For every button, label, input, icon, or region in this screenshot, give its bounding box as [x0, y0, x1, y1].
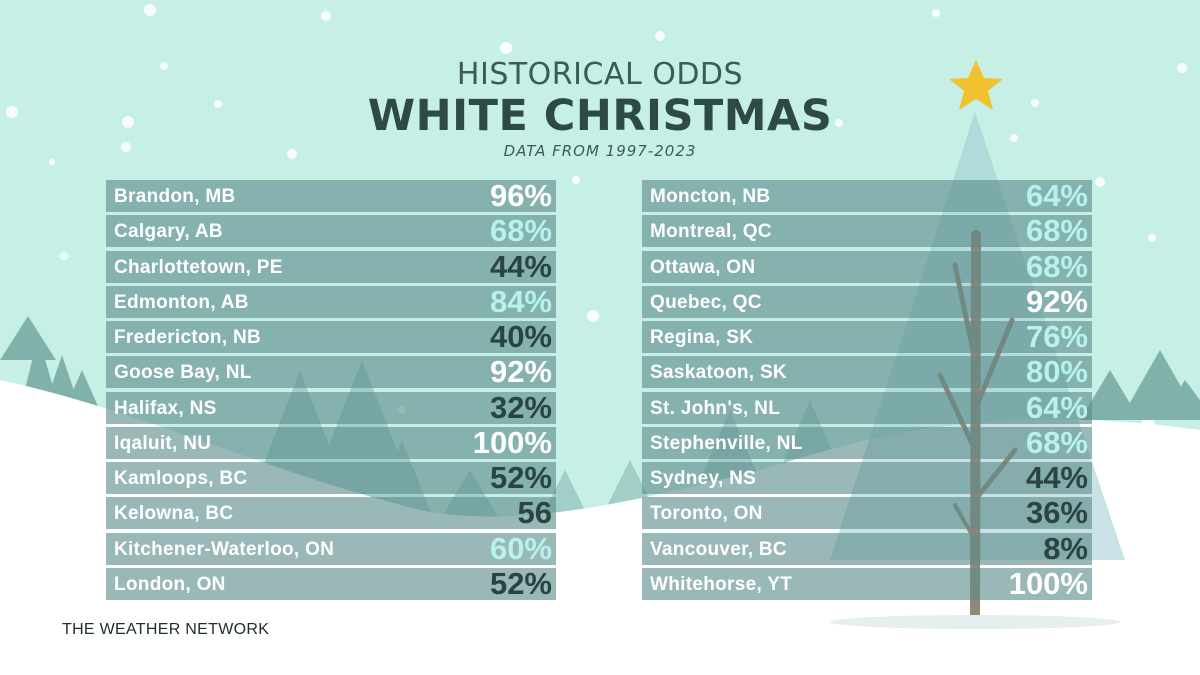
- city-row: Saskatoon, SK 80%: [642, 354, 1092, 390]
- city-name: Moncton, NB: [650, 186, 771, 207]
- city-row: Sydney, NS 44%: [642, 460, 1092, 496]
- city-row: Ottawa, ON 68%: [642, 248, 1092, 284]
- white-christmas-odds: 92%: [1025, 283, 1088, 319]
- city-name: Whitehorse, YT: [650, 573, 793, 595]
- city-name: Toronto, ON: [650, 503, 763, 525]
- city-row: Kelowna, BC 56: [106, 495, 556, 531]
- city-name: Kitchener-Waterloo, ON: [114, 538, 335, 560]
- city-row: Whitehorse, YT 100%: [642, 565, 1092, 601]
- city-row: Goose Bay, NL 92%: [106, 354, 556, 390]
- city-row: Stephenville, NL 68%: [642, 424, 1092, 460]
- city-list-left: Brandon, MB 96% Calgary, AB 68% Charlottetow…: [106, 178, 556, 603]
- white-christmas-odds: 80%: [1025, 354, 1088, 390]
- white-christmas-odds: 44%: [489, 248, 552, 284]
- city-row: Regina, SK 76%: [642, 319, 1092, 355]
- star-icon: [949, 60, 1003, 110]
- title-white-christmas: WHITE CHRISTMAS: [367, 91, 833, 141]
- city-name: Regina, SK: [650, 327, 754, 349]
- white-christmas-odds: 64%: [1025, 389, 1088, 425]
- subtitle-data-range: DATA FROM 1997-2023: [503, 142, 697, 160]
- city-row: Charlottetown, PE 44%: [106, 248, 556, 284]
- city-row: Fredericton, NB 40%: [106, 319, 556, 355]
- city-row: Kamloops, BC 52%: [106, 460, 556, 496]
- city-name: Sydney, NS: [650, 468, 757, 490]
- city-row: Montreal, QC 68%: [642, 213, 1092, 249]
- city-row: Halifax, NS 32%: [106, 389, 556, 425]
- title-historical-odds: HISTORICAL ODDS: [456, 57, 744, 92]
- city-name: St. John's, NL: [650, 397, 781, 419]
- white-christmas-odds: 52%: [489, 565, 552, 601]
- city-name: Brandon, MB: [114, 186, 236, 207]
- city-name: Iqaluit, NU: [114, 432, 212, 454]
- city-row: Toronto, ON 36%: [642, 495, 1092, 531]
- white-christmas-odds: 40%: [489, 319, 552, 355]
- white-christmas-odds: 36%: [1025, 495, 1088, 531]
- white-christmas-odds: 68%: [1025, 248, 1088, 284]
- white-christmas-odds: 52%: [489, 460, 552, 496]
- city-row: Calgary, AB 68%: [106, 213, 556, 249]
- background-trees-right: [1080, 350, 1200, 420]
- city-row: Vancouver, BC 8%: [642, 530, 1092, 566]
- city-name: Montreal, QC: [650, 221, 772, 243]
- city-row: Brandon, MB 96%: [106, 178, 556, 213]
- white-christmas-odds: 44%: [1025, 460, 1088, 496]
- city-name: Kamloops, BC: [114, 468, 248, 490]
- city-name: Stephenville, NL: [650, 432, 803, 454]
- white-christmas-odds: 76%: [1025, 319, 1088, 355]
- city-name: Quebec, QC: [650, 291, 762, 313]
- white-christmas-odds: 68%: [1025, 213, 1088, 249]
- city-list-right: Moncton, NB 64% Montreal, QC 68% Ottawa, ON 6…: [642, 178, 1092, 603]
- city-row: Quebec, QC 92%: [642, 283, 1092, 319]
- white-christmas-odds: 100%: [1008, 565, 1088, 601]
- white-christmas-odds: 68%: [489, 213, 552, 249]
- white-christmas-odds: 92%: [489, 354, 552, 390]
- source-credit: THE WEATHER NETWORK: [62, 621, 270, 638]
- white-christmas-odds: 100%: [472, 424, 552, 460]
- city-name: Fredericton, NB: [114, 327, 262, 349]
- city-name: London, ON: [114, 573, 226, 595]
- tree-shadow: [830, 615, 1120, 629]
- white-christmas-odds: 68%: [1025, 424, 1088, 460]
- city-name: Vancouver, BC: [650, 538, 787, 560]
- title-block: HISTORICAL ODDS WHITE CHRISTMAS DATA FRO…: [0, 57, 1200, 161]
- city-row: Iqaluit, NU 100%: [106, 424, 556, 460]
- white-christmas-odds: 8%: [1043, 530, 1088, 566]
- city-name: Goose Bay, NL: [114, 362, 252, 384]
- city-name: Saskatoon, SK: [650, 362, 787, 384]
- city-name: Calgary, AB: [114, 221, 223, 243]
- white-christmas-odds: 32%: [489, 389, 552, 425]
- city-name: Edmonton, AB: [114, 291, 249, 313]
- city-name: Ottawa, ON: [650, 256, 756, 278]
- white-christmas-odds: 56: [517, 495, 552, 531]
- city-name: Charlottetown, PE: [114, 256, 283, 278]
- white-christmas-odds: 64%: [1025, 178, 1088, 213]
- city-row: Edmonton, AB 84%: [106, 283, 556, 319]
- city-row: St. John's, NL 64%: [642, 389, 1092, 425]
- city-row: Kitchener-Waterloo, ON 60%: [106, 530, 556, 566]
- city-row: London, ON 52%: [106, 565, 556, 601]
- city-row: Moncton, NB 64%: [642, 178, 1092, 213]
- white-christmas-odds: 60%: [489, 530, 552, 566]
- white-christmas-odds: 96%: [489, 178, 552, 213]
- city-name: Kelowna, BC: [114, 503, 234, 525]
- white-christmas-odds: 84%: [489, 283, 552, 319]
- city-name: Halifax, NS: [114, 397, 217, 419]
